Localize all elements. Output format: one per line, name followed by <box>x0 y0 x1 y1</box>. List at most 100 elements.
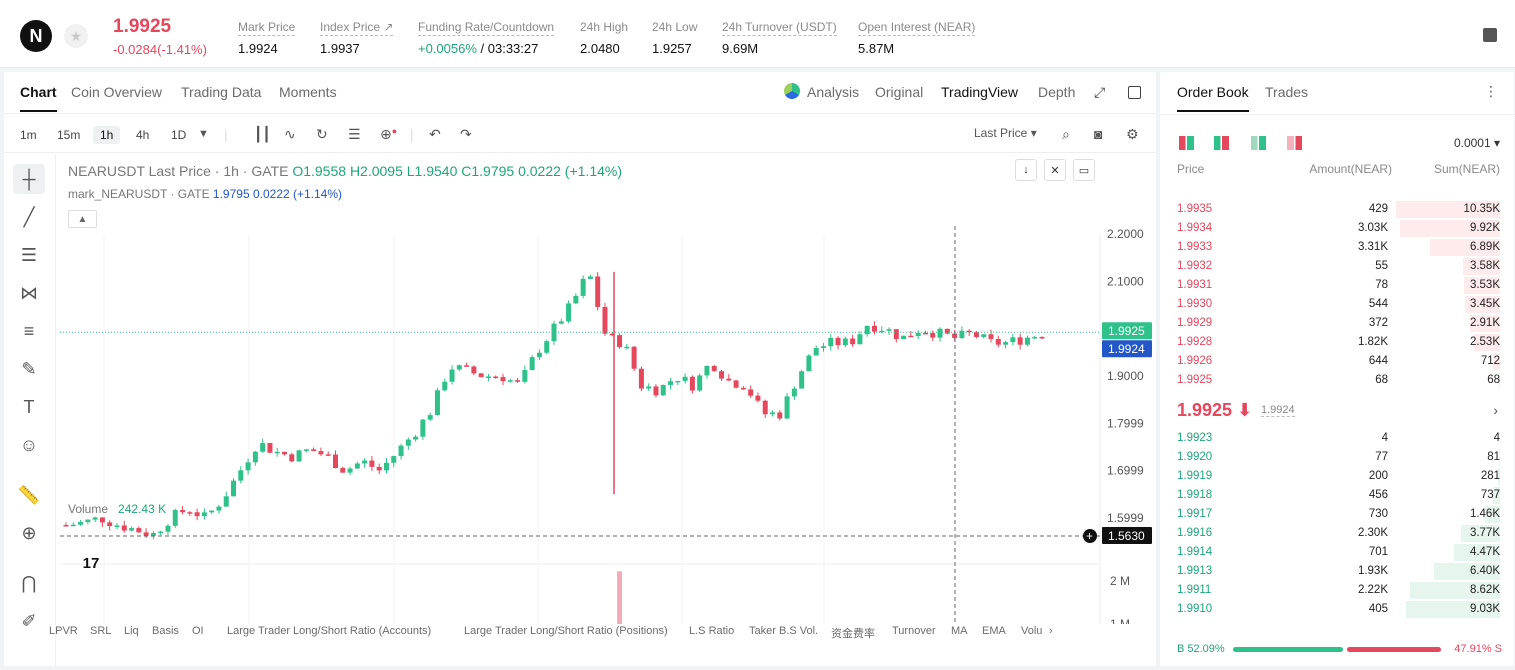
indicator-toggle[interactable]: OI <box>192 625 204 637</box>
ask-row[interactable]: 1.9932 55 3.58K <box>1160 257 1514 276</box>
ask-row[interactable]: 1.9926 644 712 <box>1160 352 1514 371</box>
indicators-icon[interactable]: ∿ <box>284 126 296 142</box>
indicator-toggle[interactable]: Large Trader Long/Short Ratio (Positions… <box>464 625 668 637</box>
tab-chart[interactable]: Chart <box>20 84 57 112</box>
fib-icon[interactable]: ≡ <box>23 320 35 341</box>
ask-row[interactable]: 1.9934 3.03K 9.92K <box>1160 219 1514 238</box>
indicator-toggle[interactable]: MA <box>951 625 968 637</box>
book-mode-alt-icon[interactable] <box>1214 136 1229 150</box>
candle-body <box>551 323 557 342</box>
favorite-star-icon[interactable]: ★ <box>64 24 88 48</box>
chevron-right-icon[interactable]: › <box>1493 402 1498 418</box>
bid-row[interactable]: 1.9919 200 281 <box>1160 467 1514 486</box>
tab-order-book[interactable]: Order Book <box>1177 84 1249 112</box>
pencil-lock-icon[interactable]: ✐ <box>21 610 37 631</box>
collapse-legend-button[interactable]: ▲ <box>68 210 97 228</box>
tab-coin-overview[interactable]: Coin Overview <box>71 84 163 100</box>
zoom-in-icon[interactable]: ⊕ <box>21 522 37 543</box>
tradingview-logo-icon[interactable]: 17 <box>82 554 100 572</box>
indicator-toggle[interactable]: SRL <box>90 625 112 637</box>
indicator-toggle[interactable]: LPVR <box>49 625 78 637</box>
interval-4h[interactable]: 4h <box>136 128 150 142</box>
stat-label[interactable]: Mark Price <box>238 20 296 36</box>
bid-row[interactable]: 1.9916 2.30K 3.77K <box>1160 524 1514 543</box>
ask-row[interactable]: 1.9929 372 2.91K <box>1160 314 1514 333</box>
expand-icon[interactable]: ⤢ <box>1094 84 1106 100</box>
bid-row[interactable]: 1.9914 701 4.47K <box>1160 543 1514 562</box>
reset-view-icon[interactable]: ▭ <box>1073 159 1095 181</box>
stat-label[interactable]: Open Interest (NEAR) <box>858 20 976 36</box>
search-icon[interactable]: ⌕ <box>1062 126 1070 142</box>
view-tradingview[interactable]: TradingView <box>941 84 1019 100</box>
notebook-icon[interactable] <box>1483 28 1497 42</box>
magnet-icon[interactable]: ⋂ <box>21 572 37 593</box>
bid-row[interactable]: 1.9917 730 1.46K <box>1160 505 1514 524</box>
indicator-toggle[interactable]: Large Trader Long/Short Ratio (Accounts) <box>227 625 432 637</box>
indicator-toggle[interactable]: Taker B.S Vol. <box>749 625 819 637</box>
ask-row[interactable]: 1.9933 3.31K 6.89K <box>1160 238 1514 257</box>
template-icon[interactable]: ☰ <box>348 126 361 142</box>
settings-gear-icon[interactable]: ⚙ <box>1126 126 1139 142</box>
scroll-down-icon[interactable]: ↓ <box>1015 159 1037 181</box>
stat-label[interactable]: Index Price ↗ <box>320 20 394 36</box>
add-alert-icon[interactable]: ⊕● <box>380 126 398 142</box>
chevron-right-icon[interactable]: › <box>1049 625 1053 637</box>
trendline-icon[interactable]: ╱ <box>23 206 35 227</box>
ask-row[interactable]: 1.9931 78 3.53K <box>1160 276 1514 295</box>
crosshair-icon[interactable]: ┼ <box>13 164 45 194</box>
indicator-toggle[interactable]: Liq <box>124 625 139 637</box>
view-depth[interactable]: Depth <box>1038 84 1076 100</box>
brush-icon[interactable]: ✎ <box>21 358 37 379</box>
bid-row[interactable]: 1.9910 405 9.03K <box>1160 600 1514 619</box>
bid-row[interactable]: 1.9911 2.22K 8.62K <box>1160 581 1514 600</box>
candle-body <box>573 295 579 304</box>
stat-label[interactable]: Funding Rate/Countdown <box>418 20 555 36</box>
stat-label[interactable]: 24h Turnover (USDT) <box>722 20 837 36</box>
ask-row[interactable]: 1.9930 544 3.45K <box>1160 295 1514 314</box>
ask-row[interactable]: 1.9935 429 10.35K <box>1160 200 1514 219</box>
view-analysis[interactable]: Analysis <box>807 84 860 100</box>
candlestick-chart[interactable]: 2.20002.10001.90001.79991.69991.59991920… <box>4 154 1156 624</box>
ruler-icon[interactable]: 📏 <box>17 484 41 505</box>
compare-icon[interactable]: ↻ <box>316 126 328 142</box>
bid-row[interactable]: 1.9913 1.93K 6.40K <box>1160 562 1514 581</box>
tab-trades[interactable]: Trades <box>1265 84 1309 100</box>
interval-dropdown-icon[interactable]: ▼ <box>198 128 209 140</box>
indicator-toggle[interactable]: EMA <box>982 625 1006 637</box>
camera-icon[interactable]: ◙ <box>1094 126 1103 142</box>
indicator-toggle[interactable]: L.S Ratio <box>689 625 735 637</box>
book-mode-asks-icon[interactable] <box>1287 136 1302 150</box>
ask-row[interactable]: 1.9925 68 68 <box>1160 371 1514 390</box>
candle-type-icon[interactable]: ┃┃ <box>254 126 271 142</box>
more-menu-icon[interactable]: ⋮ <box>1484 83 1498 99</box>
indicator-toggle[interactable]: 资金费率 <box>831 628 875 640</box>
pattern-icon[interactable]: ⋈ <box>20 282 38 303</box>
precision-select[interactable]: 0.0001 ▾ <box>1453 136 1500 150</box>
indicator-toggle[interactable]: Basis <box>152 625 179 637</box>
fullscreen-icon[interactable] <box>1128 86 1141 99</box>
redo-icon[interactable]: ↷ <box>460 126 472 142</box>
interval-1m[interactable]: 1m <box>20 128 37 142</box>
view-original[interactable]: Original <box>875 84 924 100</box>
bid-row[interactable]: 1.9923 4 4 <box>1160 429 1514 448</box>
interval-1h[interactable]: 1h <box>93 126 121 144</box>
row-amount: 701 <box>1368 546 1388 558</box>
bid-row[interactable]: 1.9918 456 737 <box>1160 486 1514 505</box>
emoji-icon[interactable]: ☺ <box>19 434 39 455</box>
indicator-toggle[interactable]: Volu <box>1021 625 1043 637</box>
sell-ratio: 47.91% S <box>1454 643 1502 655</box>
undo-icon[interactable]: ↶ <box>429 126 441 142</box>
bid-row[interactable]: 1.9920 77 81 <box>1160 448 1514 467</box>
tab-moments[interactable]: Moments <box>279 84 337 100</box>
interval-1d[interactable]: 1D <box>171 128 187 142</box>
book-mode-both-icon[interactable] <box>1179 136 1194 150</box>
ask-row[interactable]: 1.9928 1.82K 2.53K <box>1160 333 1514 352</box>
interval-15m[interactable]: 15m <box>57 128 81 142</box>
indicator-toggle[interactable]: Turnover <box>892 625 936 637</box>
collapse-icon[interactable]: ✕ <box>1044 159 1066 181</box>
text-tool-icon[interactable]: T <box>23 396 35 417</box>
horizontal-lines-icon[interactable]: ☰ <box>20 244 38 265</box>
book-mode-bids-icon[interactable] <box>1251 136 1266 150</box>
tab-trading-data[interactable]: Trading Data <box>181 84 262 100</box>
price-source-select[interactable]: Last Price ▾ <box>974 126 1037 140</box>
